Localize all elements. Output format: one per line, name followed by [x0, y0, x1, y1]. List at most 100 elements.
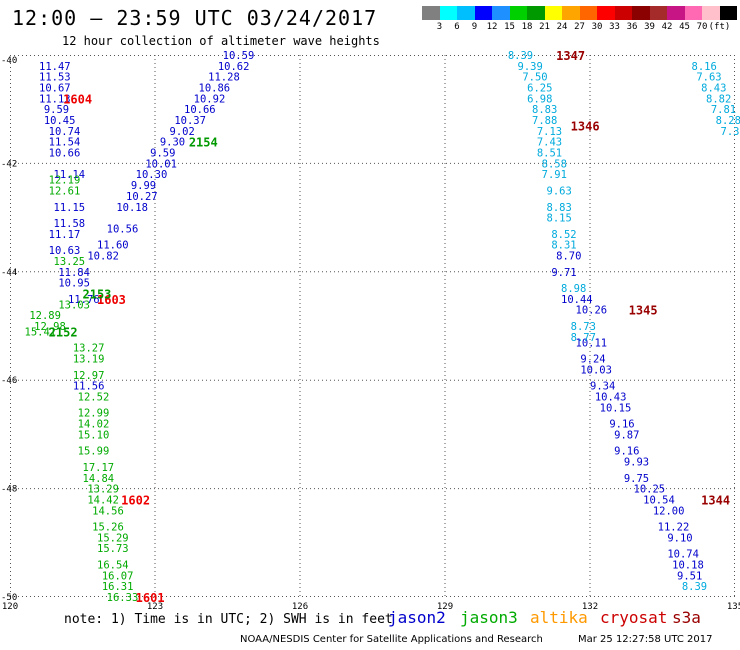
pass-time-label: 2154: [189, 136, 218, 150]
x-tick-label: 129: [436, 602, 454, 612]
swh-value-label: 15.73: [97, 543, 129, 555]
swh-value-label: 10.18: [672, 559, 704, 571]
swh-value-label: 14.42: [87, 494, 119, 506]
swh-value-label: 8.83: [547, 202, 572, 214]
swh-value-label: 9.71: [551, 267, 576, 279]
swh-value-label: 9.02: [170, 126, 195, 138]
swh-value-label: 10.63: [49, 245, 81, 257]
swh-value-label: 10.45: [44, 115, 76, 127]
swh-value-label: 9.34: [590, 381, 615, 393]
y-tick-label: -46: [1, 376, 17, 386]
swh-value-label: 11.76: [68, 294, 100, 306]
swh-value-label: 14.56: [92, 505, 124, 517]
page-title: 12:00 – 23:59 UTC 03/24/2017: [12, 6, 378, 30]
swh-value-label: 8.70: [556, 251, 581, 263]
swh-value-label: 12.19: [49, 175, 81, 187]
y-tick-label: -42: [1, 159, 17, 169]
swh-value-label: 10.82: [87, 251, 119, 263]
swh-value-label: 10.66: [49, 148, 81, 160]
swh-value-label: 9.30: [160, 137, 185, 149]
swh-value-label: 10.59: [223, 50, 255, 62]
swh-value-label: 11.22: [658, 522, 690, 534]
swh-value-label: 13.29: [87, 484, 119, 496]
color-swatch: [614, 6, 632, 20]
pass-time-label: 1346: [571, 119, 600, 133]
swh-value-label: 8.98: [561, 283, 586, 295]
swh-value-label: 15.26: [92, 522, 124, 534]
swh-value-label: 9.39: [518, 61, 543, 73]
color-swatch: [422, 6, 440, 20]
swh-value-label: 10.44: [561, 294, 593, 306]
swh-value-label: 7.39: [721, 126, 740, 138]
color-scale-label: 12: [486, 22, 498, 32]
color-scale-label: 24: [556, 22, 568, 32]
color-scale-label: 9: [471, 22, 478, 32]
swh-value-label: 7.43: [537, 137, 562, 149]
swh-value-label: 10.86: [199, 83, 231, 95]
swh-value-label: 10.01: [145, 158, 177, 170]
color-scale-label: 3: [436, 22, 443, 32]
swh-value-label: 16.54: [97, 559, 129, 571]
x-tick-label: 123: [146, 602, 164, 612]
swh-value-label: 11.84: [58, 267, 90, 279]
swh-value-label: 15.10: [78, 429, 110, 441]
swh-value-label: 7.81: [711, 104, 736, 116]
swh-value-label: 12.52: [78, 391, 110, 403]
x-tick-label: 132: [581, 602, 599, 612]
color-swatch: [684, 6, 702, 20]
color-swatch: [439, 6, 457, 20]
swh-value-label: 9.59: [44, 104, 69, 116]
swh-value-label: 11.58: [54, 218, 86, 230]
swh-value-label: 9.87: [614, 429, 639, 441]
swh-value-label: 15.99: [78, 446, 110, 458]
color-scale-label: 39: [644, 22, 655, 32]
swh-value-label: 8.43: [701, 83, 726, 95]
swh-value-label: 8.31: [551, 240, 576, 252]
pass-time-label: 1604: [63, 92, 92, 106]
swh-value-label: 10.62: [218, 61, 250, 73]
legend-cryosat: cryosat: [600, 608, 668, 627]
swh-value-label: 10.92: [194, 93, 226, 105]
pass-time-label: 2153: [83, 287, 112, 301]
pass-time-label: 1601: [136, 591, 165, 605]
color-scale-label: 21: [539, 22, 550, 32]
legend-altika: altika: [530, 608, 588, 627]
color-scale-labels: 3 6 9 12 15 18 21 24 27 30 33 36 39 42 45 70 (ft): [422, 22, 740, 34]
color-scale-label: 36: [626, 22, 638, 32]
swh-value-label: 9.99: [131, 180, 156, 192]
swh-value-label: 8.77: [571, 332, 596, 344]
swh-value-label: 6.98: [527, 93, 552, 105]
swh-value-label: 8.58: [542, 158, 567, 170]
swh-value-label: 11.28: [208, 72, 240, 84]
swh-value-label: 12.00: [653, 505, 685, 517]
pass-time-label: 1344: [701, 493, 730, 507]
color-swatch: [474, 6, 492, 20]
swh-value-label: 12.99: [78, 408, 110, 420]
swh-value-label: 7.91: [542, 169, 567, 181]
swh-value-label: 7.63: [696, 72, 721, 84]
swh-value-label: 10.56: [107, 223, 139, 235]
swh-value-label: 10.95: [58, 278, 90, 290]
swh-value-label: 9.63: [547, 186, 572, 198]
swh-value-label: 7.88: [532, 115, 557, 127]
swh-value-label: 10.37: [174, 115, 206, 127]
swh-value-label: 12.97: [73, 370, 105, 382]
pass-time-label: 2152: [49, 325, 78, 339]
swh-value-label: 8.39: [508, 50, 533, 62]
swh-value-label: 7.13: [537, 126, 562, 138]
color-scale-bar: [422, 6, 737, 20]
color-scale-label: 27: [574, 22, 585, 32]
color-swatch: [457, 6, 475, 20]
swh-value-label: 9.16: [609, 419, 634, 431]
y-tick-label: -44: [1, 268, 17, 278]
color-scale-label: 45: [679, 22, 690, 32]
swh-value-label: 12.98: [34, 321, 66, 333]
swh-value-label: 13.19: [73, 354, 105, 366]
swh-value-label: 10.25: [634, 484, 666, 496]
x-tick-label: 135: [726, 602, 740, 612]
swh-value-label: 13.25: [54, 256, 86, 268]
swh-value-label: 10.27: [126, 191, 158, 203]
color-swatch: [562, 6, 580, 20]
credit-line: NOAA/NESDIS Center for Satellite Applica…: [240, 634, 543, 645]
legend-jason2: jason2: [388, 608, 446, 627]
